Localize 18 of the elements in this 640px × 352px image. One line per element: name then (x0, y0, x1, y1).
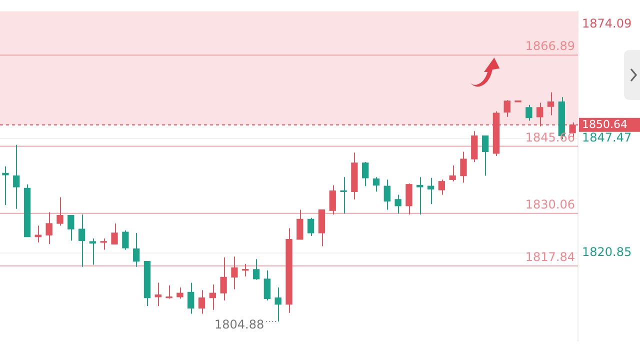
candlestick (220, 256, 227, 301)
candlestick (286, 228, 292, 314)
ref-line-label: 1817.84 (525, 250, 575, 264)
ref-line-label: 1866.89 (525, 39, 575, 54)
ref-line-label: 1830.06 (525, 197, 575, 212)
y-tick-label: 1847.47 (582, 130, 632, 145)
candlestick (526, 104, 532, 122)
candlestick (56, 196, 64, 226)
candlestick (460, 151, 467, 184)
candlestick (2, 166, 9, 206)
candlestick (46, 212, 52, 245)
annotation: 1804.88 (214, 318, 264, 332)
y-tick-label: 1874.09 (582, 16, 632, 30)
ref-line-label: 1845.66 (525, 130, 575, 144)
y-tick-label: 1820.85 (582, 245, 632, 260)
ref-line-label: 1850.64 (582, 118, 628, 131)
candlestick (351, 152, 358, 200)
candlestick (111, 222, 118, 245)
